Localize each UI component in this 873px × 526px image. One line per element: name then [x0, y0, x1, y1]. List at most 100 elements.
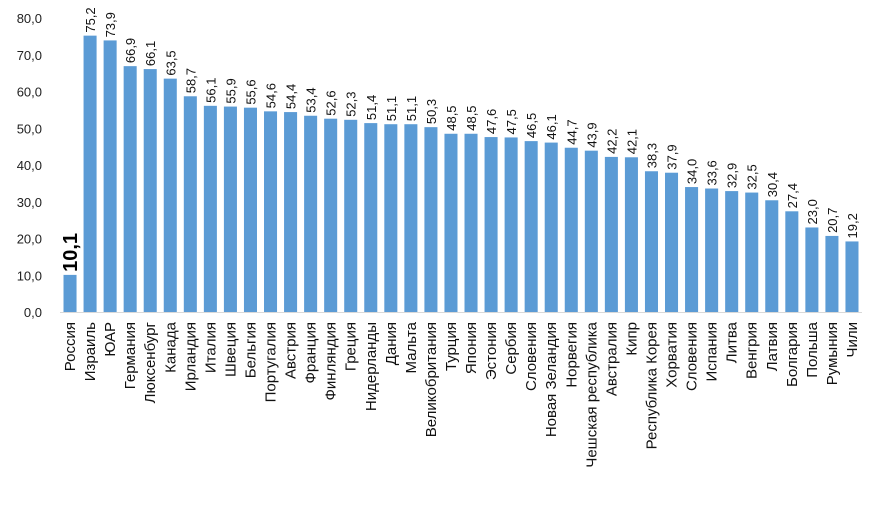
- y-tick-label: 30,0: [17, 195, 42, 210]
- x-tick-label: Япония: [463, 322, 480, 374]
- bar-value-label: 52,3: [344, 91, 359, 116]
- bar: [444, 133, 458, 312]
- x-tick-label: Бельгия: [242, 322, 259, 378]
- bar-value-label: 38,3: [644, 143, 659, 168]
- bar-value-label: 48,5: [464, 105, 479, 130]
- x-tick-label: Швеция: [222, 322, 239, 377]
- y-tick-label: 60,0: [17, 85, 42, 100]
- x-tick-label: Ирландия: [182, 322, 199, 391]
- bar-value-label: 32,9: [725, 163, 740, 188]
- bar: [364, 123, 378, 312]
- bar-value-label: 63,5: [163, 50, 178, 75]
- x-tick-label: Дания: [383, 322, 400, 365]
- bar: [404, 124, 418, 313]
- bar-value-label: 55,9: [223, 78, 238, 103]
- x-tick-label: Нидерланды: [363, 322, 380, 411]
- bar-value-label: 51,4: [364, 95, 379, 120]
- bar: [243, 107, 257, 312]
- bar: [765, 200, 779, 312]
- x-tick-label: Австралия: [603, 322, 620, 396]
- bar-value-label: 47,6: [484, 109, 499, 134]
- bar-value-label: 33,6: [705, 160, 720, 185]
- x-tick-label: Новая Зеландия: [543, 322, 560, 437]
- bar: [264, 111, 278, 312]
- bar: [564, 147, 578, 312]
- bar-value-label: 23,0: [805, 199, 820, 224]
- bar: [384, 124, 398, 313]
- y-tick-label: 70,0: [17, 48, 42, 63]
- bar: [183, 96, 197, 312]
- bar: [745, 192, 759, 312]
- bar: [163, 78, 177, 312]
- bar-value-label: 32,5: [745, 164, 760, 189]
- bar: [424, 127, 438, 313]
- x-tick-label: Норвегия: [563, 322, 580, 388]
- bar-value-label: 55,6: [243, 79, 258, 104]
- x-tick-label: Франция: [303, 322, 320, 383]
- x-tick-label: Португалия: [263, 322, 280, 402]
- x-tick-label: Сербия: [503, 322, 520, 375]
- bar: [103, 40, 117, 312]
- y-tick-label: 40,0: [17, 158, 42, 173]
- x-tick-label: Чешская республика: [583, 321, 600, 467]
- bar-value-label: 44,7: [564, 119, 579, 144]
- bar: [83, 35, 97, 312]
- x-tick-label: Канада: [162, 321, 179, 372]
- bar-value-label: 66,1: [143, 41, 158, 66]
- bar-value-label: 30,4: [765, 172, 780, 197]
- x-tick-label: Словения: [523, 322, 540, 391]
- y-tick-label: 50,0: [17, 121, 42, 136]
- bar-value-label: 37,9: [665, 144, 680, 169]
- x-tick-label: Республика Корея: [643, 322, 660, 449]
- x-tick-label: Венгрия: [744, 322, 761, 379]
- bar-value-label: 10,1: [60, 233, 82, 272]
- bars: [63, 35, 859, 313]
- x-tick-label: Австрия: [283, 322, 300, 379]
- x-tick-label: Германия: [122, 322, 139, 389]
- bar: [223, 106, 237, 312]
- bar: [284, 112, 298, 312]
- bar-value-label: 46,1: [544, 114, 559, 139]
- bar-value-label: 66,9: [123, 38, 138, 63]
- x-tick-label: Мальта: [403, 321, 420, 373]
- bar: [825, 235, 839, 312]
- bar-value-label: 42,2: [604, 129, 619, 154]
- x-tick-label: Литва: [724, 321, 741, 363]
- bar-value-label: 48,5: [444, 105, 459, 130]
- bar-value-label: 54,6: [264, 83, 279, 108]
- bar: [464, 133, 478, 312]
- bar-value-label: 52,6: [324, 90, 339, 115]
- bar: [324, 118, 338, 312]
- x-tick-label: Великобритания: [423, 322, 440, 437]
- bar: [304, 115, 318, 312]
- y-axis: 0,0 10,0 20,0 30,0 40,0 50,0 60,0 70,0 80,0: [17, 11, 42, 320]
- bar: [524, 141, 538, 312]
- value-labels: 10,1 75,2 73,9 66,9 66,1 63,5 58,7 56,1 55,9 55,6…: [60, 7, 860, 272]
- bar-value-label: 47,5: [504, 109, 519, 134]
- x-tick-label: Латвия: [764, 322, 781, 371]
- bar-value-label: 75,2: [83, 7, 98, 32]
- bar-value-label: 54,4: [284, 84, 299, 109]
- bar: [63, 274, 77, 312]
- bar-value-label: 19,2: [845, 213, 860, 238]
- x-tick-label: Эстония: [483, 322, 500, 380]
- bar-value-label: 20,7: [825, 208, 840, 233]
- y-tick-label: 10,0: [17, 268, 42, 283]
- bar: [845, 241, 859, 312]
- bar-value-label: 56,1: [203, 78, 218, 103]
- x-tick-label: Люксенбург: [142, 321, 159, 403]
- bar: [544, 142, 558, 312]
- x-tick-label: Израиль: [82, 322, 99, 381]
- x-tick-label: Россия: [62, 322, 79, 371]
- x-tick-label: Польша: [804, 321, 821, 377]
- bar-value-label: 46,5: [524, 113, 539, 138]
- x-tick-label: ЮАР: [102, 322, 119, 357]
- y-tick-label: 20,0: [17, 232, 42, 247]
- bar-value-label: 27,4: [785, 183, 800, 208]
- y-tick-label: 0,0: [24, 305, 42, 320]
- x-tick-label: Греция: [343, 322, 360, 371]
- x-tick-label: Финляндия: [323, 322, 340, 400]
- bar-value-label: 58,7: [183, 68, 198, 93]
- bar: [344, 119, 358, 312]
